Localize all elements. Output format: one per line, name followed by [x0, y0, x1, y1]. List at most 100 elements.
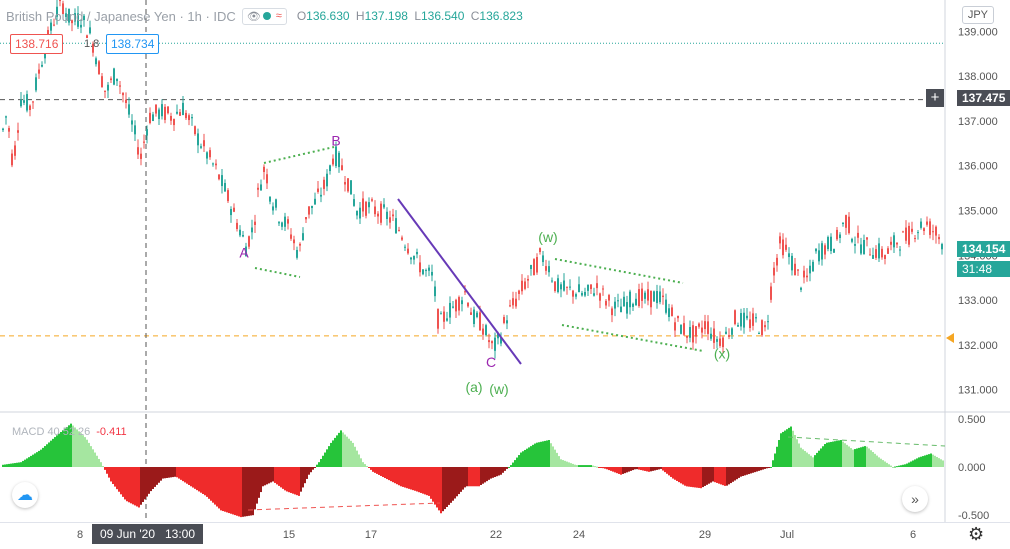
crosshair-plus-icon[interactable]: + [926, 89, 944, 107]
macd-bar [754, 467, 756, 473]
candle-body [908, 225, 910, 245]
candle-body [638, 289, 640, 307]
market-status-dot [262, 12, 271, 20]
candle-body [182, 102, 184, 115]
macd-bar [350, 440, 352, 467]
candle-body [344, 182, 346, 185]
candle-body [161, 104, 163, 117]
candle-body [809, 265, 811, 274]
candle-body [68, 8, 70, 23]
macd-bar [206, 467, 208, 497]
macd-bar [542, 441, 544, 467]
macd-bar [504, 467, 506, 471]
macd-bar [806, 452, 808, 467]
candle-body [569, 286, 571, 288]
macd-bar [24, 459, 26, 467]
macd-bar [200, 467, 202, 493]
time-tick-label: 24 [573, 529, 585, 541]
macd-legend[interactable]: MACD 40 52 26 -0.411 [12, 426, 127, 438]
candle-body [386, 211, 388, 219]
candle-body [158, 109, 160, 120]
macd-bar [432, 467, 434, 502]
macd-bar [394, 467, 396, 484]
macd-bar [474, 467, 476, 487]
candle-body [275, 199, 277, 208]
candle-body [14, 145, 16, 156]
macd-bar [152, 467, 154, 490]
candle-body [827, 237, 829, 250]
macd-bar [532, 444, 534, 467]
macd-bar [940, 459, 942, 467]
macd-bar [378, 467, 380, 475]
macd-bar [664, 467, 666, 473]
macd-bar [812, 457, 814, 467]
macd-bar [878, 457, 880, 467]
wave-label: C [486, 354, 496, 370]
candle-body [140, 153, 142, 159]
macd-bar [222, 467, 224, 512]
wave-channel-line [554, 258, 684, 284]
time-axis-bar[interactable] [0, 522, 1010, 549]
macd-bar [646, 467, 648, 472]
buy-button[interactable]: 138.734 [106, 34, 160, 54]
macd-bar [238, 467, 240, 517]
candle-body [629, 291, 631, 308]
macd-bar [270, 467, 272, 483]
candle-body [803, 270, 805, 278]
candle-body [872, 255, 874, 259]
candle-body [686, 335, 688, 338]
macd-bar [766, 467, 768, 469]
macd-bar [700, 467, 702, 489]
candle-body [683, 323, 685, 335]
wave-icon[interactable]: ≈ [275, 10, 282, 22]
macd-bar [282, 467, 284, 489]
candle-body [470, 312, 472, 315]
candle-body [428, 267, 430, 271]
currency-button[interactable]: JPY [961, 6, 994, 24]
ohlc-readout: O136.630 H137.198 L136.540 C136.823 [296, 9, 523, 23]
macd-bar [860, 447, 862, 467]
scroll-to-realtime-button[interactable]: » [902, 486, 928, 512]
macd-bar [220, 467, 222, 511]
candle-body [743, 312, 745, 328]
macd-bar [858, 447, 860, 467]
macd-bar [382, 467, 384, 478]
indicator-logo-button[interactable]: ☁ [12, 482, 38, 508]
macd-bar [56, 435, 58, 467]
macd-bar [660, 467, 662, 469]
candle-body [38, 69, 40, 74]
settings-gear-icon[interactable]: ⚙ [968, 524, 985, 544]
macd-bar [116, 467, 118, 490]
alert-marker-icon[interactable] [946, 333, 954, 343]
macd-bar [62, 430, 64, 467]
symbol-title[interactable]: British Pound / Japanese Yen · 1h · IDC [6, 8, 236, 24]
macd-bar [454, 467, 456, 499]
candle-body [50, 22, 52, 31]
eye-icon[interactable]: 👁 [246, 10, 261, 23]
candle-body [197, 133, 199, 146]
macd-bar [778, 440, 780, 467]
macd-bar [218, 467, 220, 509]
macd-bar [402, 467, 404, 487]
macd-bar [368, 467, 370, 468]
candle-body [818, 250, 820, 262]
candle-body [752, 313, 754, 326]
macd-bar [738, 467, 740, 478]
wave-label: (w) [538, 229, 557, 245]
candle-body [353, 199, 355, 206]
macd-bar [570, 463, 572, 467]
visibility-toggles[interactable]: 👁 ≈ [241, 7, 287, 25]
sell-button[interactable]: 138.716 [10, 34, 64, 54]
candle-body [608, 295, 610, 301]
candle-body [425, 270, 427, 272]
macd-bar [162, 467, 164, 479]
macd-bar [764, 467, 766, 469]
macd-bar [312, 467, 314, 470]
candle-body [35, 77, 37, 91]
macd-bar [408, 467, 410, 489]
candle-body [260, 184, 262, 191]
macd-bar [642, 467, 644, 471]
candle-body [338, 152, 340, 168]
macd-bar [316, 464, 318, 467]
